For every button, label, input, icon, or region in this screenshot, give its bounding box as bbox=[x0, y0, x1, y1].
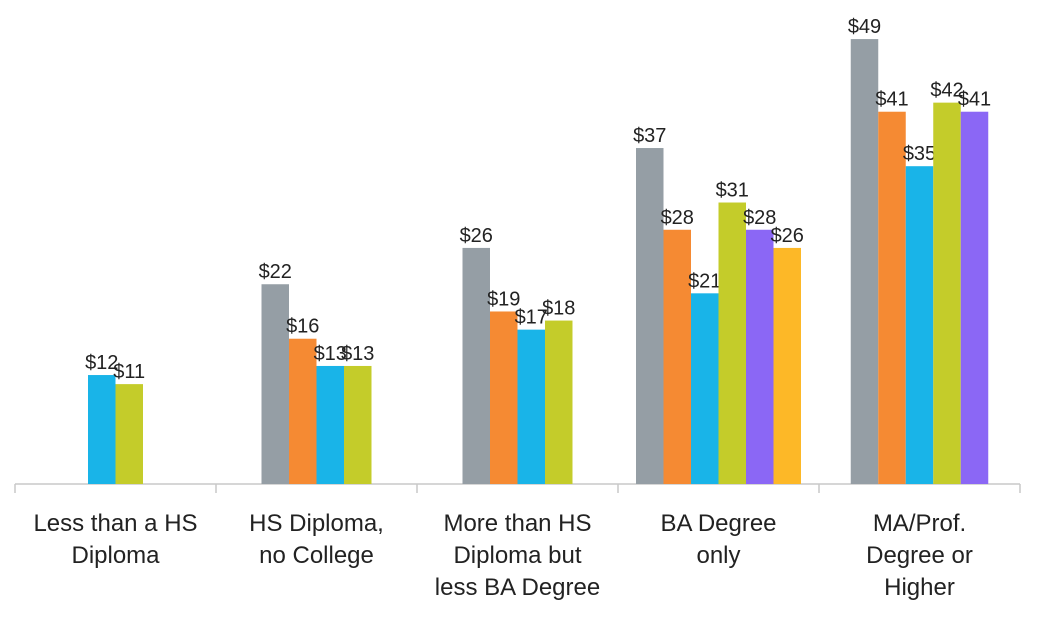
x-tick-label: MA/Prof. Degree or Higher bbox=[866, 510, 973, 601]
value-label: $22 bbox=[259, 261, 292, 283]
value-label: $18 bbox=[542, 298, 575, 320]
x-tick-label: BA Degree only bbox=[660, 510, 777, 569]
bar bbox=[691, 293, 719, 484]
bar bbox=[960, 111, 989, 484]
value-label: $12 bbox=[85, 352, 118, 374]
value-label: $41 bbox=[958, 89, 991, 111]
bar bbox=[663, 229, 691, 484]
value-label: $28 bbox=[743, 207, 776, 229]
value-label: $41 bbox=[875, 89, 908, 111]
value-label: $17 bbox=[515, 307, 548, 329]
bar bbox=[905, 166, 934, 484]
value-label: $31 bbox=[716, 180, 749, 202]
value-label: $11 bbox=[113, 361, 145, 383]
bar bbox=[490, 311, 518, 484]
bar bbox=[850, 39, 879, 485]
value-label: $37 bbox=[633, 125, 666, 147]
value-label: $16 bbox=[286, 316, 319, 338]
value-label: $13 bbox=[341, 343, 374, 365]
bar bbox=[545, 320, 573, 484]
bar bbox=[718, 202, 746, 484]
bar bbox=[115, 384, 143, 484]
bar bbox=[878, 111, 906, 484]
value-label: $26 bbox=[771, 225, 804, 247]
bar bbox=[88, 375, 116, 484]
x-tick-label: More than HS Diploma but less BA Degree bbox=[434, 510, 601, 601]
value-label: $21 bbox=[688, 270, 721, 292]
value-label: $35 bbox=[903, 143, 936, 165]
x-tick-label: Less than a HS Diploma bbox=[33, 510, 198, 569]
bar bbox=[316, 365, 344, 484]
bar bbox=[517, 329, 545, 484]
value-label: $28 bbox=[661, 207, 694, 229]
value-label: $49 bbox=[848, 16, 881, 38]
bar bbox=[773, 247, 801, 484]
bar bbox=[933, 102, 961, 484]
bar bbox=[289, 338, 317, 484]
x-tick-label: HS Diploma, no College bbox=[249, 510, 384, 569]
bar bbox=[261, 284, 289, 484]
bar bbox=[344, 365, 372, 484]
value-label: $26 bbox=[460, 225, 493, 247]
value-label: $19 bbox=[487, 288, 520, 310]
bar bbox=[636, 148, 664, 485]
value-label: $42 bbox=[930, 80, 963, 102]
bar bbox=[462, 247, 490, 484]
bar bbox=[746, 229, 774, 484]
value-label: $13 bbox=[314, 343, 347, 365]
